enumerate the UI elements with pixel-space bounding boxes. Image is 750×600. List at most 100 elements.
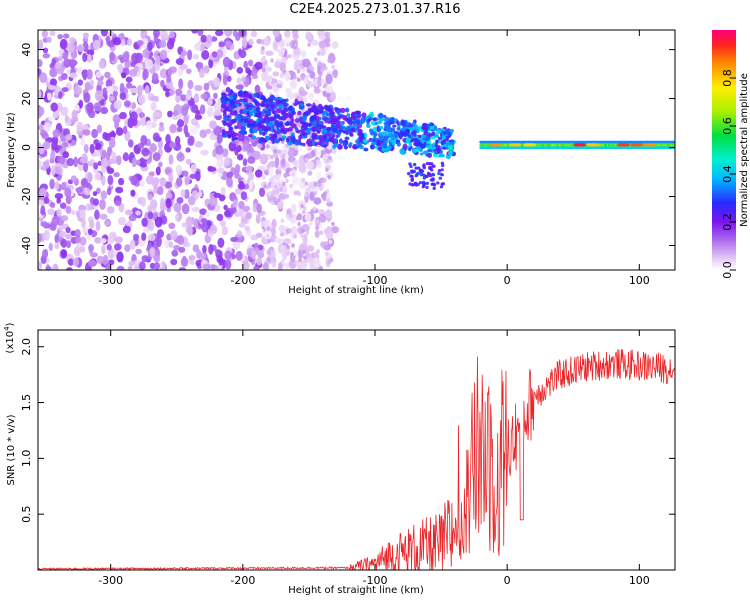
spectrogram-cell [92,191,98,197]
spectrogram-cell [87,184,93,191]
spectrogram-cell [439,185,444,189]
spectrogram-cell [218,258,224,266]
spectrogram-cell [327,58,331,63]
spectrogram-cell [413,141,420,147]
spectrogram-cell [297,221,301,227]
spectrogram-cell [56,102,63,113]
spectrogram-cell [54,242,60,250]
spectrogram-cell [594,143,600,147]
spectrogram-cell [153,255,161,263]
spectrogram-cell [184,174,190,186]
spectrogram-cell [187,195,196,206]
spectrogram-cell [242,130,248,135]
spectrogram-cell [147,41,153,52]
spectrogram-cell [141,255,149,263]
spectrogram-cell [221,226,229,236]
spectrogram-cell [516,143,522,147]
spectrogram-cell [59,38,68,50]
spectrogram-cell [382,138,388,142]
spectrogram-cell [175,93,181,103]
spectrogram-cell [258,138,263,144]
spectrogram-cell [248,106,254,111]
spectrogram-cell [229,110,236,116]
spectrogram-cell [152,177,160,183]
spectrogram-cell [277,149,281,154]
spectrogram-cell [77,79,83,86]
spectrogram-cell [314,230,320,239]
spectrogram-cell [200,149,209,156]
spectrogram-x-tick-label: -200 [230,274,255,287]
snr-y-tick-label: 2.0 [20,338,33,356]
spectrogram-cell [410,177,414,181]
spectrogram-cell [324,118,329,124]
spectrogram-cell [45,159,50,169]
spectrogram-cell [123,100,131,108]
spectrogram-cell [412,137,419,142]
spectrogram-y-tick-label: 40 [20,43,33,57]
spectrogram-cell [166,75,172,83]
spectrogram-cell [248,38,254,46]
spectrogram-cell [54,233,60,244]
spectrogram-cell [47,208,56,216]
spectrogram-cell [326,133,332,137]
spectrogram-cell [274,163,279,169]
spectrogram-cell [381,141,388,148]
spectrogram-cell [197,30,204,37]
spectrogram-cell [346,113,351,118]
snr-x-tick-label: -100 [363,574,388,587]
colorbar-tick-label: 0.0 [721,261,734,279]
spectrogram-cell [67,258,74,266]
spectrogram-cell [440,140,445,145]
spectrogram-cell [270,154,274,160]
snr-frame [37,329,676,571]
spectrogram-cell [101,244,106,255]
spectrogram-cell [326,158,330,163]
spectrogram-cell [370,120,376,126]
spectrogram-cell [383,124,390,130]
spectrogram-cell [92,198,99,206]
spectrogram-y-tick-label: 0 [20,144,33,151]
spectrogram-cell [266,249,272,256]
spectrogram-cell [329,138,335,143]
spectrogram-cell [372,117,377,122]
spectrogram-cell [213,192,222,199]
spectrogram-cell [191,30,199,34]
spectrogram-cell [130,175,139,186]
spectrogram-cell [228,106,232,112]
spectrogram-cell [114,200,121,207]
spectrogram-cell [52,263,59,270]
spectrogram-cell [154,216,163,228]
spectrogram-cell [407,172,411,176]
spectrogram-cell [42,47,49,54]
spectrogram-cell [313,182,318,187]
spectrogram-cell [316,249,320,254]
spectrogram-cell [215,144,224,155]
spectrogram-cell [302,233,308,244]
spectrogram-cell [261,70,269,82]
spectrogram-cell [185,216,193,227]
spectrogram-cell [344,136,350,141]
spectrogram-cell [102,132,108,140]
spectrogram-cell [156,236,162,248]
spectrogram-y-tick-label: -40 [20,237,33,255]
spectrogram-cell [347,119,354,125]
spectrogram-cell [265,111,272,115]
spectrogram-cell [136,85,143,96]
spectrogram-cell [249,123,256,128]
spectrogram-cell [70,175,77,182]
spectrogram-cell [267,239,271,244]
spectrogram-cell [278,137,282,141]
spectrogram-cell [329,91,337,102]
spectrogram-cell [422,125,429,131]
spectrogram-cell [224,30,233,37]
spectrogram-cell [276,197,281,203]
spectrogram-cell [312,121,318,128]
spectrogram-cell [247,156,256,164]
spectrogram-cell [270,258,275,263]
spectrogram-cell [74,104,80,111]
spectrogram-cell [140,196,147,207]
spectrogram-cell [238,49,247,59]
spectrogram-cell [69,58,76,66]
spectrogram-cell [312,257,321,269]
